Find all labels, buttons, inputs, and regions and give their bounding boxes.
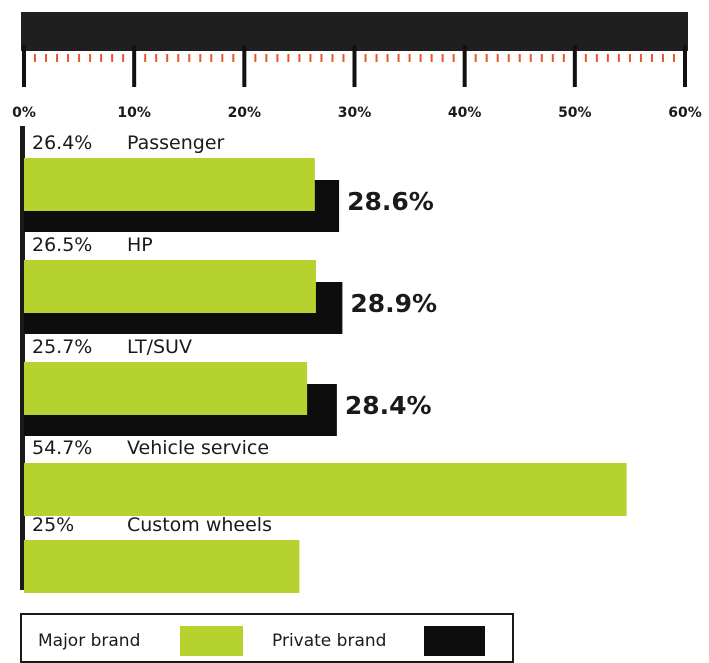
- minor-tick: [309, 54, 312, 62]
- minor-tick: [430, 54, 433, 62]
- minor-tick: [639, 54, 642, 62]
- minor-tick: [265, 54, 268, 62]
- minor-tick: [331, 54, 334, 62]
- minor-tick: [111, 54, 114, 62]
- axis-band: [21, 12, 688, 51]
- minor-tick: [562, 54, 565, 62]
- category-label: Passenger: [127, 132, 225, 154]
- y-axis-line: [20, 126, 25, 590]
- minor-tick: [551, 54, 554, 62]
- x-axis: [21, 12, 688, 51]
- category-label: Custom wheels: [127, 514, 272, 536]
- minor-tick: [254, 54, 257, 62]
- minor-tick: [287, 54, 290, 62]
- minor-tick: [529, 54, 532, 62]
- major-tick: [462, 45, 467, 87]
- minor-tick: [507, 54, 510, 62]
- category-label: HP: [127, 234, 153, 256]
- minor-tick: [155, 54, 158, 62]
- minor-tick: [672, 54, 675, 62]
- major-value-label: 26.5%: [32, 234, 92, 256]
- minor-tick: [661, 54, 664, 62]
- minor-tick: [485, 54, 488, 62]
- minor-tick: [199, 54, 202, 62]
- legend-label-major: Major brand: [38, 631, 140, 651]
- minor-tick: [375, 54, 378, 62]
- minor-tick: [45, 54, 48, 62]
- x-tick-label: 40%: [448, 105, 482, 121]
- minor-tick: [496, 54, 499, 62]
- major-tick: [22, 45, 26, 87]
- x-tick-label: 0%: [12, 105, 36, 121]
- major-value-label: 26.4%: [32, 132, 92, 154]
- bars: 26.4% Passenger 28.6% 26.5% HP 28.9% 25.7% LT/S…: [20, 126, 627, 593]
- minor-tick: [386, 54, 389, 62]
- minor-tick: [100, 54, 103, 62]
- minor-tick: [650, 54, 653, 62]
- x-tick-label: 10%: [117, 105, 151, 121]
- minor-tick: [67, 54, 70, 62]
- minor-tick: [122, 54, 125, 62]
- x-axis-ticks: 0% 10% 20% 30% 40% 50% 60%: [12, 45, 702, 121]
- legend-swatch-private: [424, 626, 485, 656]
- minor-tick: [595, 54, 598, 62]
- major-tick: [572, 45, 577, 87]
- minor-tick: [474, 54, 477, 62]
- major-tick: [352, 45, 357, 87]
- minor-tick: [320, 54, 323, 62]
- minor-tick: [144, 54, 147, 62]
- bar-major: [24, 260, 316, 313]
- minor-tick: [298, 54, 301, 62]
- minor-tick: [540, 54, 543, 62]
- x-tick-label: 20%: [228, 105, 262, 121]
- legend-swatch-major: [180, 626, 243, 656]
- minor-tick: [397, 54, 400, 62]
- category-label: Vehicle service: [127, 437, 269, 459]
- minor-tick: [210, 54, 213, 62]
- bar-major: [24, 158, 315, 211]
- minor-tick: [56, 54, 59, 62]
- major-tick: [242, 45, 247, 87]
- minor-tick: [584, 54, 587, 62]
- minor-tick: [364, 54, 367, 62]
- minor-tick: [188, 54, 191, 62]
- minor-tick: [78, 54, 81, 62]
- private-value-label: 28.9%: [350, 289, 437, 318]
- minor-tick: [628, 54, 631, 62]
- minor-tick: [342, 54, 345, 62]
- minor-tick: [408, 54, 411, 62]
- x-tick-label: 50%: [558, 105, 592, 121]
- bar-major: [24, 463, 627, 516]
- private-value-label: 28.4%: [345, 391, 432, 420]
- minor-tick: [177, 54, 180, 62]
- minor-tick: [606, 54, 609, 62]
- minor-tick: [232, 54, 235, 62]
- bar-major: [24, 362, 308, 415]
- minor-tick: [441, 54, 444, 62]
- x-tick-label: 60%: [668, 105, 702, 121]
- legend-label-private: Private brand: [272, 631, 386, 651]
- minor-tick: [518, 54, 521, 62]
- minor-tick: [617, 54, 620, 62]
- minor-tick: [276, 54, 279, 62]
- minor-tick: [221, 54, 224, 62]
- major-value-label: 25.7%: [32, 336, 92, 358]
- minor-tick: [419, 54, 422, 62]
- major-value-label: 54.7%: [32, 437, 92, 459]
- legend: Major brand Private brand: [20, 613, 514, 663]
- category-label: LT/SUV: [127, 336, 192, 358]
- minor-tick: [452, 54, 455, 62]
- private-value-label: 28.6%: [347, 187, 434, 216]
- minor-tick: [34, 54, 37, 62]
- minor-tick: [89, 54, 92, 62]
- minor-tick: [166, 54, 169, 62]
- bar-major: [24, 540, 300, 593]
- major-tick: [683, 45, 687, 87]
- major-tick: [132, 45, 137, 87]
- major-value-label: 25%: [32, 514, 74, 536]
- x-tick-label: 30%: [338, 105, 372, 121]
